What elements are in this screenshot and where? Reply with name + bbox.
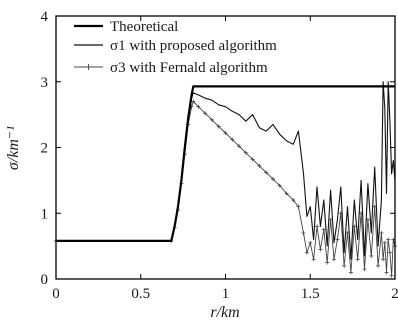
series-line-1: [56, 81, 396, 260]
data-point: [191, 99, 196, 104]
data-point: [321, 227, 326, 232]
y-tick-label: 2: [41, 141, 49, 157]
data-point: [243, 150, 248, 155]
data-point: [296, 204, 301, 209]
data-point: [230, 137, 235, 142]
data-point: [209, 117, 214, 122]
data-point: [362, 267, 367, 272]
y-tick-label: 1: [41, 206, 49, 222]
data-point: [311, 257, 316, 262]
series-layer: [54, 81, 397, 278]
y-tick-label: 3: [41, 75, 49, 91]
data-point: [381, 257, 386, 262]
data-point: [284, 191, 289, 196]
data-point: [386, 237, 391, 242]
legend-label-2: σ3 with Fernald algorithm: [110, 60, 268, 76]
data-point: [379, 230, 384, 235]
y-tick-label: 4: [41, 9, 49, 25]
data-point: [237, 144, 242, 149]
plot-area: [56, 16, 395, 279]
ticks-layer: 0 0.5 1 1.5 2 0 1 2 3 4: [41, 9, 398, 302]
data-point: [304, 250, 309, 255]
data-point: [250, 157, 255, 162]
legend: Theoretical σ1 with proposed algorithm σ3 …: [74, 19, 277, 76]
x-tick-label: 0.5: [131, 286, 150, 302]
x-tick-label: 0: [52, 286, 60, 302]
x-tick-label: 2: [391, 286, 398, 302]
data-point: [257, 163, 262, 168]
legend-label-0: Theoretical: [110, 19, 178, 35]
data-point: [308, 240, 313, 245]
y-tick-label: 0: [41, 272, 49, 288]
legend-marker: [85, 64, 92, 70]
data-point: [264, 170, 269, 175]
data-point: [382, 240, 387, 245]
data-point: [325, 260, 330, 265]
data-point: [277, 183, 282, 188]
series-line-0: [56, 85, 395, 242]
data-point: [387, 250, 392, 255]
x-axis-label: r/km: [210, 304, 239, 321]
data-point: [389, 273, 394, 278]
data-point: [203, 111, 208, 116]
data-point: [318, 247, 323, 252]
legend-label-1: σ1 with proposed algorithm: [110, 38, 277, 54]
data-point: [335, 237, 340, 242]
x-tick-label: 1.5: [301, 286, 320, 302]
data-point: [196, 104, 201, 109]
data-point: [301, 230, 306, 235]
data-point: [348, 270, 353, 275]
data-point: [270, 177, 275, 182]
data-point: [223, 131, 228, 136]
data-point: [369, 253, 374, 258]
data-point: [342, 263, 347, 268]
data-point: [355, 257, 360, 262]
y-axis-label: σ/km⁻¹: [5, 126, 22, 170]
data-point: [376, 263, 381, 268]
data-point: [315, 224, 320, 229]
data-point: [216, 124, 221, 129]
x-tick-label: 1: [222, 286, 230, 302]
data-point: [384, 270, 389, 275]
data-point: [331, 257, 336, 262]
data-point: [291, 198, 296, 203]
